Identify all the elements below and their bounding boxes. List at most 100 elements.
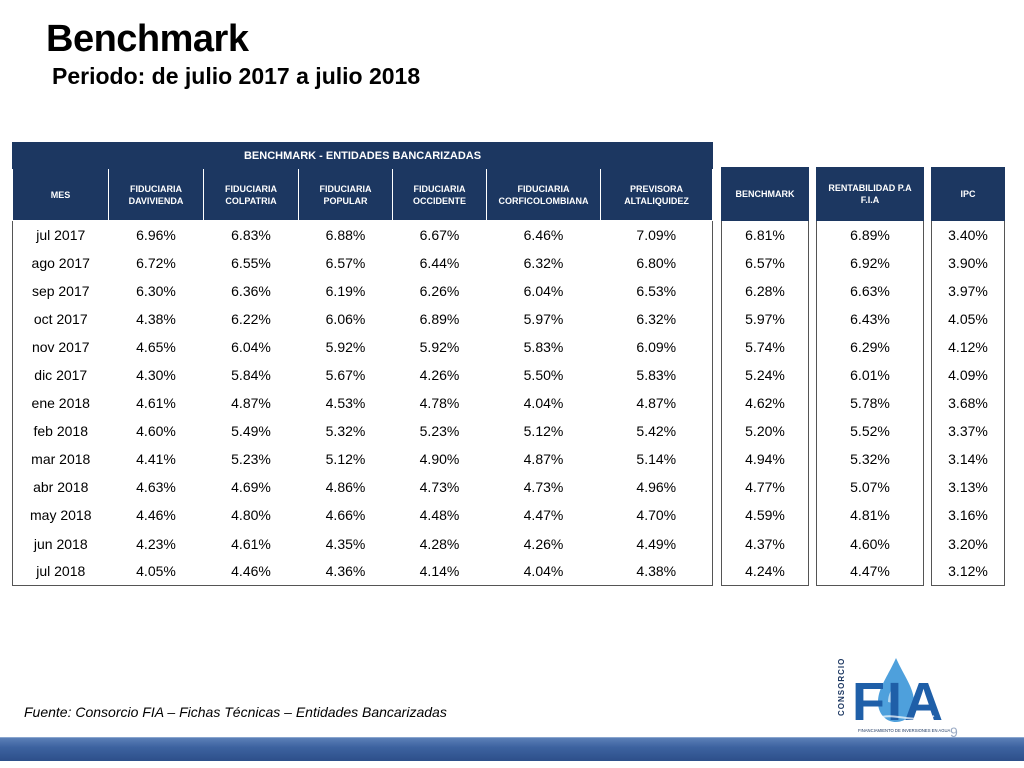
rate-cell: 7.09% (636, 226, 677, 243)
table-row: 5.52% (817, 417, 924, 445)
logo-letters: FIA (852, 672, 945, 732)
rate-cell: 6.06% (325, 310, 366, 327)
rate-cell: 5.23% (231, 451, 271, 468)
rate-cell: 6.83% (231, 226, 271, 243)
rate-cell: 4.90% (419, 451, 460, 468)
rate-cell: 5.78% (850, 395, 890, 412)
rate-cell: 5.42% (636, 423, 677, 440)
table-row: 4.60% (817, 530, 924, 558)
column-header: FIDUCIARIA COLPATRIA (203, 168, 299, 221)
rate-cell: 4.63% (136, 479, 176, 496)
table-row: 3.97% (932, 277, 1005, 305)
table-row: 3.40% (932, 221, 1005, 249)
table-row: dic 2017 4.30% 5.84% 5.67% 4.26% 5.50% 5.83% (13, 361, 713, 389)
source-note: Fuente: Consorcio FIA – Fichas Técnicas … (24, 704, 447, 720)
source-emphasis: Fichas Técnicas (179, 704, 281, 720)
rate-cell: 4.48% (419, 507, 460, 524)
month-cell: ago 2017 (31, 254, 90, 271)
rate-cell: 4.04% (523, 395, 564, 412)
table-row: 5.78% (817, 389, 924, 417)
table-row: 5.20% (722, 417, 809, 445)
ipc-table: IPC 3.40% 3.90% 3.97% 4.05% 4.12% 4.09% 3.68% 3… (931, 167, 1005, 587)
rate-cell: 6.57% (745, 254, 785, 271)
page-subtitle: Periodo: de julio 2017 a julio 2018 (52, 63, 421, 89)
rate-cell: 3.97% (948, 282, 988, 299)
rate-cell: 4.23% (136, 535, 176, 552)
rate-cell: 3.68% (948, 395, 988, 412)
table-row: 4.94% (722, 445, 809, 473)
rate-cell: 4.66% (325, 507, 366, 524)
logo-side-text: CONSORCIO (837, 658, 846, 716)
rate-cell: 5.97% (523, 310, 564, 327)
month-cell: may 2018 (30, 507, 92, 524)
rate-cell: 4.12% (948, 338, 988, 355)
page-number: 9 (950, 724, 958, 740)
rate-cell: 4.86% (325, 479, 366, 496)
table-row: 3.37% (932, 417, 1005, 445)
month-cell: jul 2018 (36, 563, 86, 580)
rate-cell: 5.23% (419, 423, 460, 440)
table-row: nov 2017 4.65% 6.04% 5.92% 5.92% 5.83% 6.09% (13, 333, 713, 361)
month-cell: ene 2018 (31, 395, 90, 412)
rate-cell: 4.77% (745, 479, 785, 496)
rate-cell: 4.62% (745, 395, 785, 412)
rate-cell: 4.46% (231, 563, 271, 580)
rate-cell: 4.41% (136, 451, 176, 468)
table-row: 4.62% (722, 389, 809, 417)
table-row: jun 2018 4.23% 4.61% 4.35% 4.28% 4.26% 4.49% (13, 530, 713, 558)
table-row: 3.14% (932, 445, 1005, 473)
rate-cell: 6.22% (231, 310, 271, 327)
rate-cell: 6.44% (419, 254, 460, 271)
rate-cell: 4.78% (419, 395, 460, 412)
rate-cell: 5.14% (636, 451, 677, 468)
table-row: jul 2017 6.96% 6.83% 6.88% 6.67% 6.46% 7.09% (13, 221, 713, 249)
table-row: 3.16% (932, 501, 1005, 529)
table-row: 3.12% (932, 558, 1005, 586)
rate-cell: 6.26% (419, 282, 460, 299)
rate-cell: 6.04% (231, 338, 271, 355)
rate-cell: 4.81% (850, 507, 890, 524)
rate-cell: 5.97% (745, 310, 785, 327)
water-drop-icon (878, 658, 914, 722)
rate-cell: 4.60% (850, 535, 890, 552)
rate-cell: 6.81% (745, 226, 785, 243)
table-row: 3.90% (932, 249, 1005, 277)
rate-cell: 6.29% (850, 338, 890, 355)
month-cell: jul 2017 (36, 226, 86, 243)
rate-cell: 5.74% (745, 338, 785, 355)
rate-cell: 3.20% (948, 535, 988, 552)
rate-cell: 6.63% (850, 282, 890, 299)
rentabilidad-table: RENTABILIDAD P.A F.I.A 6.89% 6.92% 6.63% 6.… (816, 167, 924, 587)
table-row: 5.97% (722, 305, 809, 333)
rate-cell: 5.83% (636, 367, 677, 384)
table-row: 6.57% (722, 249, 809, 277)
table-row: 3.13% (932, 473, 1005, 501)
table-row: 6.63% (817, 277, 924, 305)
rate-cell: 4.36% (325, 563, 366, 580)
rate-cell: 6.01% (850, 367, 890, 384)
month-cell: sep 2017 (31, 282, 90, 299)
table-row: 6.89% (817, 221, 924, 249)
source-suffix: – Entidades Bancarizadas (280, 704, 447, 720)
rate-cell: 5.49% (231, 423, 271, 440)
rate-cell: 4.46% (136, 507, 176, 524)
table-row: 6.28% (722, 277, 809, 305)
table-row: 3.68% (932, 389, 1005, 417)
rate-cell: 4.60% (136, 423, 176, 440)
month-cell: nov 2017 (31, 338, 90, 355)
benchmark-main-table: BENCHMARK - ENTIDADES BANCARIZADAS MES FI… (11, 142, 714, 587)
rate-cell: 6.09% (636, 338, 677, 355)
column-header: MES (12, 168, 109, 221)
rate-cell: 3.13% (948, 479, 988, 496)
logo-tagline: FINANCIAMIENTO DE INVERSIONES EN AGUA (858, 728, 951, 733)
rate-cell: 4.49% (636, 535, 677, 552)
rate-cell: 6.19% (325, 282, 366, 299)
table-row: abr 2018 4.63% 4.69% 4.86% 4.73% 4.73% 4.96% (13, 473, 713, 501)
rate-cell: 6.67% (419, 226, 460, 243)
rate-cell: 3.90% (948, 254, 988, 271)
rate-cell: 5.20% (745, 423, 785, 440)
rate-cell: 4.53% (325, 395, 366, 412)
fia-logo: CONSORCIO FIA FINANCIAMIENTO DE INVERSIO… (837, 658, 951, 733)
rate-cell: 5.92% (419, 338, 460, 355)
table-row: 6.01% (817, 361, 924, 389)
